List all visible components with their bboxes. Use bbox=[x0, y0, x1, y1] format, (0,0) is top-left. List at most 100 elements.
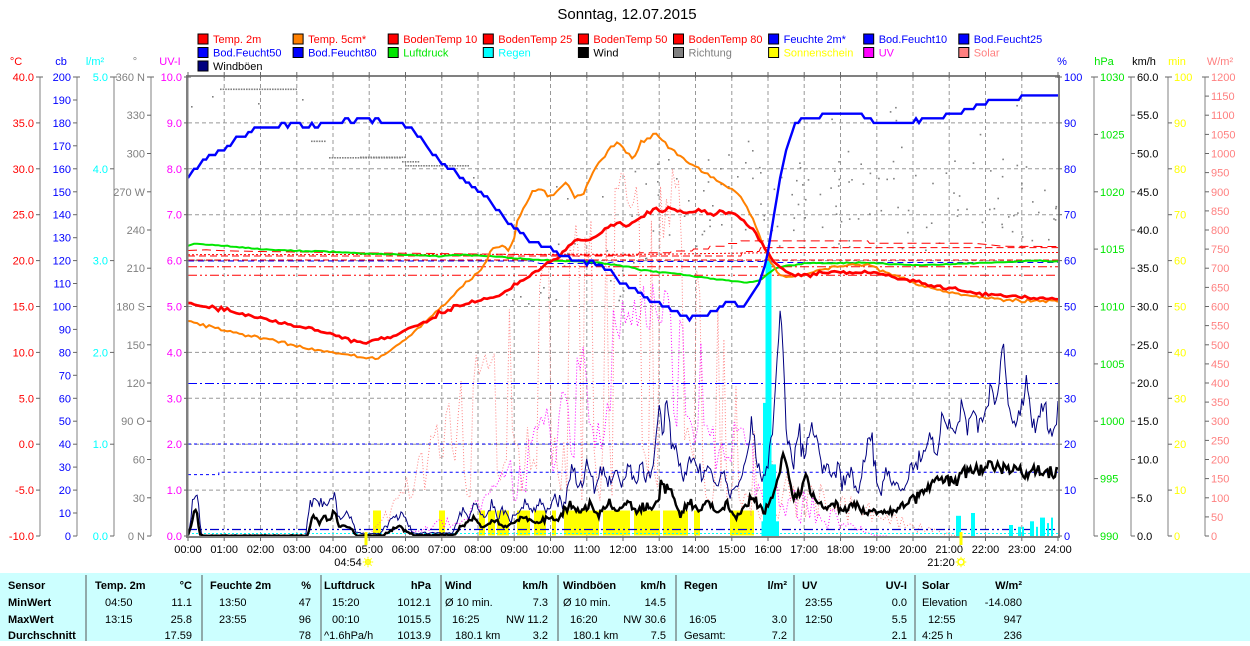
svg-text:3.0: 3.0 bbox=[772, 614, 787, 626]
svg-text:90: 90 bbox=[1064, 118, 1076, 130]
svg-text:7.0: 7.0 bbox=[167, 210, 182, 222]
svg-text:5.0: 5.0 bbox=[19, 393, 34, 405]
svg-text:50: 50 bbox=[1174, 302, 1186, 314]
svg-text:180 S: 180 S bbox=[116, 302, 145, 314]
svg-text:850: 850 bbox=[1211, 206, 1229, 218]
svg-text:500: 500 bbox=[1211, 340, 1229, 352]
svg-text:UV: UV bbox=[879, 48, 895, 60]
svg-text:Sensor: Sensor bbox=[8, 580, 46, 592]
svg-text:UV-I: UV-I bbox=[159, 56, 180, 68]
svg-text:236: 236 bbox=[1004, 630, 1022, 641]
svg-text:330: 330 bbox=[127, 110, 145, 122]
svg-text:5.0: 5.0 bbox=[1137, 493, 1152, 505]
svg-text:10.0: 10.0 bbox=[1137, 455, 1158, 467]
svg-text:23:55: 23:55 bbox=[805, 597, 833, 609]
svg-text:160: 160 bbox=[53, 164, 71, 176]
svg-text:1200: 1200 bbox=[1211, 72, 1235, 84]
svg-text:23:00: 23:00 bbox=[1008, 544, 1036, 556]
svg-text:cb: cb bbox=[55, 56, 67, 68]
svg-text:10: 10 bbox=[1064, 485, 1076, 497]
svg-text:MinWert: MinWert bbox=[8, 597, 52, 609]
svg-text:50: 50 bbox=[59, 416, 71, 428]
svg-text:80: 80 bbox=[59, 347, 71, 359]
svg-text:70: 70 bbox=[59, 370, 71, 382]
svg-text:200: 200 bbox=[1211, 455, 1229, 467]
svg-text:10: 10 bbox=[59, 508, 71, 520]
svg-text:hPa: hPa bbox=[1094, 56, 1114, 68]
svg-text:Temp. 2m: Temp. 2m bbox=[95, 580, 146, 592]
svg-text:2.1: 2.1 bbox=[892, 630, 907, 641]
svg-text:3.0: 3.0 bbox=[93, 256, 108, 268]
svg-text:1013.9: 1013.9 bbox=[397, 630, 431, 641]
svg-text:NW 11.2: NW 11.2 bbox=[506, 614, 548, 626]
svg-text:hPa: hPa bbox=[411, 580, 432, 592]
svg-text:1100: 1100 bbox=[1211, 110, 1235, 122]
svg-text:180: 180 bbox=[53, 118, 71, 130]
svg-text:600: 600 bbox=[1211, 302, 1229, 314]
svg-text:25.8: 25.8 bbox=[171, 614, 192, 626]
svg-text:^1.6hPa/h: ^1.6hPa/h bbox=[324, 630, 373, 641]
svg-text:min: min bbox=[1168, 56, 1186, 68]
svg-text:1012.1: 1012.1 bbox=[397, 597, 431, 609]
svg-text:15.0: 15.0 bbox=[1137, 416, 1158, 428]
svg-text:°C: °C bbox=[180, 580, 192, 592]
svg-text:0: 0 bbox=[65, 531, 71, 543]
svg-text:990: 990 bbox=[1100, 531, 1118, 543]
svg-text:90: 90 bbox=[59, 324, 71, 336]
svg-text:km/h: km/h bbox=[640, 580, 666, 592]
svg-text:21:20: 21:20 bbox=[927, 557, 955, 569]
svg-text:3.2: 3.2 bbox=[533, 630, 548, 641]
svg-text:0 N: 0 N bbox=[128, 531, 145, 543]
svg-text:1000: 1000 bbox=[1100, 416, 1124, 428]
svg-text:2.0: 2.0 bbox=[167, 439, 182, 451]
svg-text:-5.0: -5.0 bbox=[15, 485, 34, 497]
svg-text:130: 130 bbox=[53, 233, 71, 245]
svg-text:23:55: 23:55 bbox=[219, 614, 247, 626]
svg-text:750: 750 bbox=[1211, 244, 1229, 256]
svg-text:180.1 km: 180.1 km bbox=[573, 630, 618, 641]
svg-text:11:00: 11:00 bbox=[573, 544, 600, 556]
svg-text:17.59: 17.59 bbox=[164, 630, 192, 641]
svg-text:650: 650 bbox=[1211, 282, 1229, 294]
svg-text:100: 100 bbox=[1064, 72, 1082, 84]
svg-text:270 W: 270 W bbox=[113, 187, 145, 199]
svg-text:400: 400 bbox=[1211, 378, 1229, 390]
svg-text:35.0: 35.0 bbox=[1137, 263, 1158, 275]
svg-text:-10.0: -10.0 bbox=[9, 531, 34, 543]
svg-text:45.0: 45.0 bbox=[1137, 187, 1158, 199]
svg-text:35.0: 35.0 bbox=[13, 118, 34, 130]
svg-text:04:00: 04:00 bbox=[319, 544, 347, 556]
svg-text:06:00: 06:00 bbox=[392, 544, 420, 556]
svg-text:03:00: 03:00 bbox=[283, 544, 311, 556]
svg-text:90 O: 90 O bbox=[121, 416, 145, 428]
svg-text:110: 110 bbox=[53, 279, 71, 291]
svg-text:60: 60 bbox=[1064, 256, 1076, 268]
svg-text:1020: 1020 bbox=[1100, 187, 1124, 199]
svg-text:l/m²: l/m² bbox=[86, 56, 105, 68]
svg-text:190: 190 bbox=[53, 95, 71, 107]
svg-text:120: 120 bbox=[53, 256, 71, 268]
svg-text:5.5: 5.5 bbox=[892, 614, 907, 626]
svg-text:16:25: 16:25 bbox=[452, 614, 480, 626]
svg-text:30: 30 bbox=[1064, 393, 1076, 405]
svg-text:0.0: 0.0 bbox=[167, 531, 182, 543]
svg-text:300: 300 bbox=[127, 149, 145, 161]
svg-text:15.0: 15.0 bbox=[13, 302, 34, 314]
svg-text:04:54: 04:54 bbox=[334, 557, 362, 569]
svg-text:Temp. 2m: Temp. 2m bbox=[213, 34, 261, 46]
svg-text:100: 100 bbox=[53, 302, 71, 314]
svg-text:1025: 1025 bbox=[1100, 129, 1124, 141]
svg-text:Bod.Feucht50: Bod.Feucht50 bbox=[213, 48, 282, 60]
svg-text:3.0: 3.0 bbox=[167, 393, 182, 405]
svg-text:Solar: Solar bbox=[922, 580, 950, 592]
svg-text:30: 30 bbox=[59, 462, 71, 474]
svg-text:20:00: 20:00 bbox=[899, 544, 927, 556]
svg-text:7.2: 7.2 bbox=[772, 630, 787, 641]
svg-text:210: 210 bbox=[127, 263, 145, 275]
svg-text:700: 700 bbox=[1211, 263, 1229, 275]
svg-text:25.0: 25.0 bbox=[13, 210, 34, 222]
svg-text:km/h: km/h bbox=[1132, 56, 1156, 68]
svg-text:6.0: 6.0 bbox=[167, 256, 182, 268]
svg-text:Bod.Feucht80: Bod.Feucht80 bbox=[308, 48, 377, 60]
svg-text:UV: UV bbox=[802, 580, 818, 592]
